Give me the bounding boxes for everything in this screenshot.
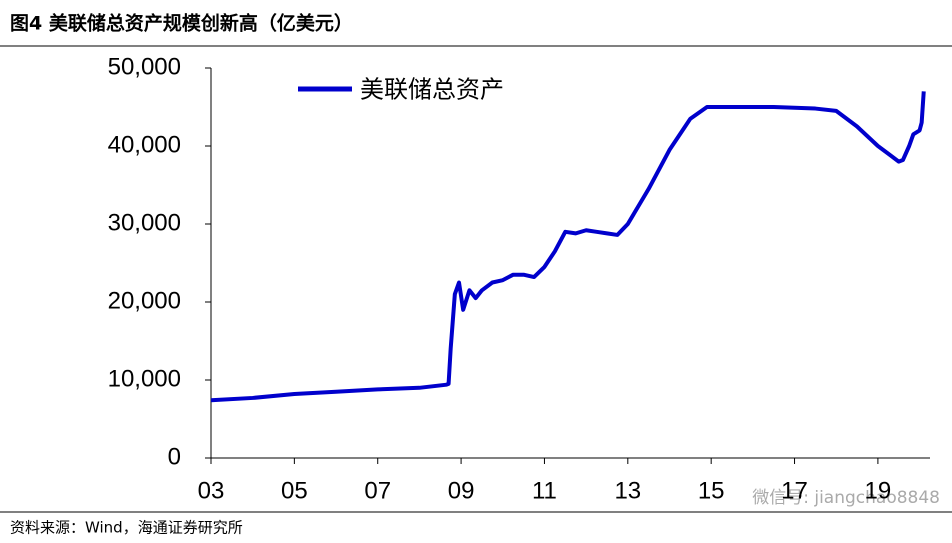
x-tick-label: 13: [614, 477, 641, 504]
y-tick-label: 10,000: [108, 365, 181, 392]
y-tick-label: 30,000: [108, 209, 181, 236]
y-tick-label: 20,000: [108, 287, 181, 314]
series-line: [210, 91, 926, 403]
legend-label: 美联储总资产: [360, 76, 504, 104]
watermark: 微信号: jiangchao8848: [752, 488, 940, 508]
x-tick-label: 09: [448, 477, 475, 504]
y-tick-label: 40,000: [108, 131, 181, 158]
y-tick-label: 50,000: [108, 53, 181, 80]
source: 资料来源：Wind，海通证券研究所: [10, 519, 243, 537]
x-tick-label: 05: [281, 477, 308, 504]
x-tick-label: 19: [865, 477, 892, 504]
x-tick-label: 11: [532, 477, 557, 504]
x-tick-label: 03: [198, 477, 225, 504]
y-tick-label: 0: [168, 443, 181, 470]
x-tick-label: 17: [781, 477, 808, 504]
chart-title: 图4 美联储总资产规模创新高（亿美元）: [10, 12, 353, 35]
x-tick-label: 15: [698, 477, 725, 504]
x-tick-label: 07: [364, 477, 391, 504]
